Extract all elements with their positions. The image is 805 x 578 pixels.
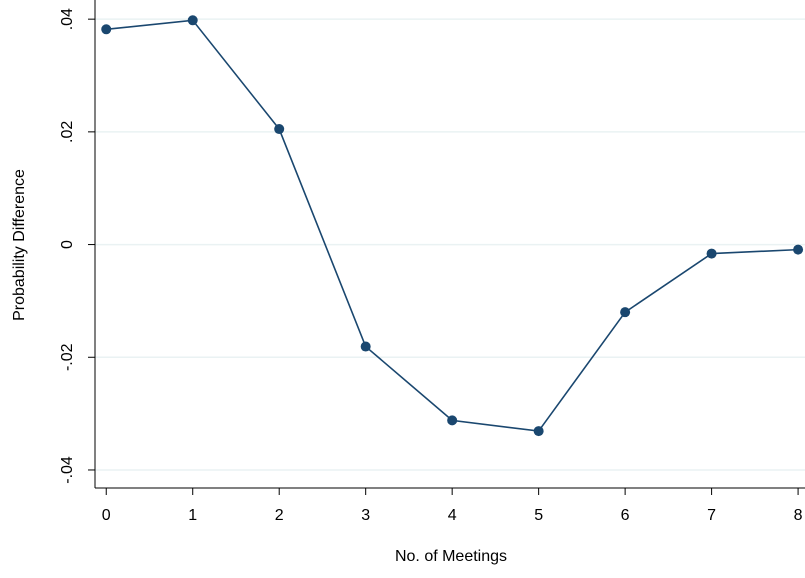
point xyxy=(447,415,458,426)
y-tick-label: 0 xyxy=(59,240,76,249)
x-tick-label: 8 xyxy=(794,507,803,524)
point xyxy=(793,244,804,255)
point xyxy=(620,307,631,318)
point xyxy=(706,248,717,259)
x-tick-label: 6 xyxy=(621,507,630,524)
y-tick-label: -.04 xyxy=(59,456,76,484)
line xyxy=(106,19,799,432)
point xyxy=(533,426,544,437)
point xyxy=(360,341,371,352)
x-tick-label: 0 xyxy=(102,507,111,524)
x-tick-label: 5 xyxy=(534,507,543,524)
x-tick-label: 7 xyxy=(707,507,716,524)
x-tick-label: 4 xyxy=(448,507,457,524)
y-tick-label: -.02 xyxy=(59,343,76,371)
x-tick-label: 1 xyxy=(188,507,197,524)
x-tick-label: 2 xyxy=(275,507,284,524)
x-tick-label: 3 xyxy=(361,507,370,524)
y-tick-label: .04 xyxy=(59,8,76,30)
point xyxy=(274,124,285,135)
y-axis-title: Probability Difference xyxy=(11,169,28,321)
x-axis-title: No. of Meetings xyxy=(395,548,507,565)
y-tick-label: .02 xyxy=(59,121,76,143)
point xyxy=(101,24,112,35)
point xyxy=(187,15,198,26)
